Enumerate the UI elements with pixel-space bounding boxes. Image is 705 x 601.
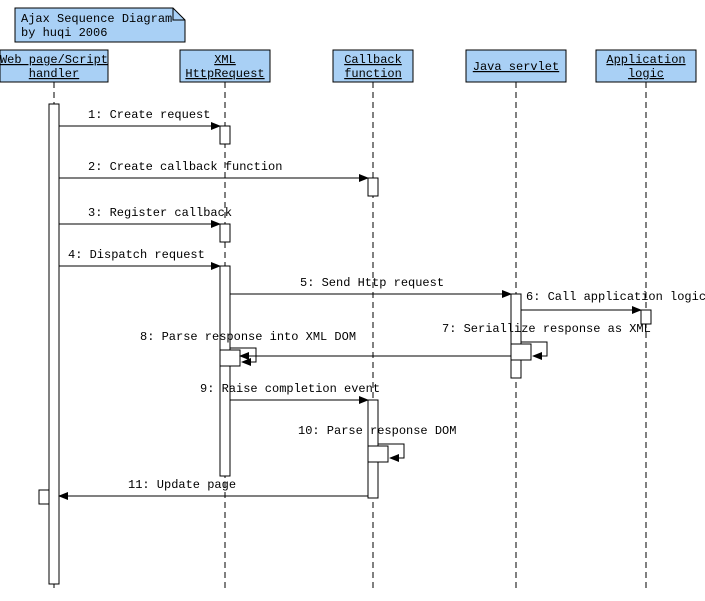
svg-text:by huqi 2006: by huqi 2006 [21,26,107,40]
activation-xhr [220,224,230,242]
activation-cb [368,446,388,462]
activation-cb [368,178,378,196]
activation-web [39,490,49,504]
message-label-2: 2: Create callback function [88,160,282,174]
svg-text:HttpRequest: HttpRequest [185,67,264,81]
message-label-6: 6: Call application logic [526,290,705,304]
svg-text:Application: Application [606,53,685,67]
activation-serv [511,294,521,378]
message-label-10: 10: Parse response DOM [298,424,456,438]
svg-text:handler: handler [29,67,79,81]
svg-text:XML: XML [214,53,236,67]
message-label-11: 11: Update page [128,478,236,492]
activation-web [49,104,59,584]
message-label-8: 8: Parse response into XML DOM [140,330,356,344]
message-label-9: 9: Raise completion event [200,382,380,396]
activation-serv [511,344,531,360]
activation-xhr [220,126,230,144]
message-label-5: 5: Send Http request [300,276,444,290]
message-label-3: 3: Register callback [88,206,232,220]
sequence-diagram: Ajax Sequence Diagramby huqi 2006 Web pag… [0,0,705,601]
svg-text:function: function [344,67,402,81]
message-label-4: 4: Dispatch request [68,248,205,262]
svg-text:logic: logic [628,67,664,81]
activation-xhr [220,350,240,366]
message-label-1: 1: Create request [88,108,210,122]
message-label-7: 7: Seriallize response as XML [442,322,651,336]
svg-text:Web page/Script: Web page/Script [0,53,108,67]
activation-xhr [220,266,230,476]
svg-text:Callback: Callback [344,53,402,67]
svg-text:Ajax Sequence Diagram: Ajax Sequence Diagram [21,12,172,26]
svg-text:Java servlet: Java servlet [473,60,559,74]
